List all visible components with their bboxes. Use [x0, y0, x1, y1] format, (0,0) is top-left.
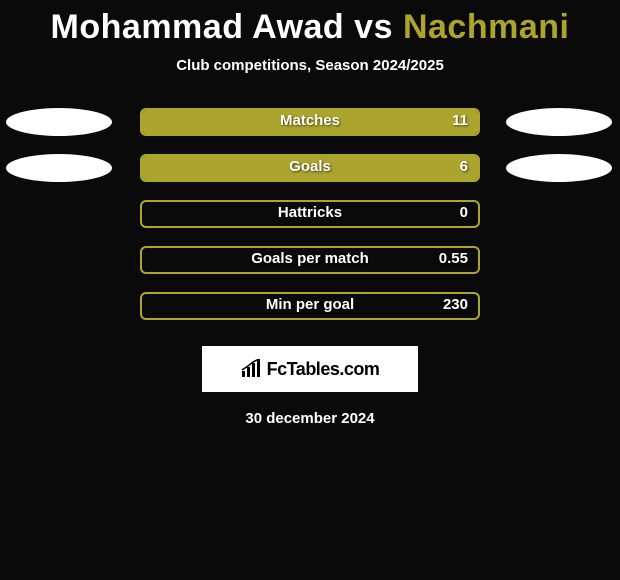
left-indicator-oval — [6, 108, 112, 136]
stat-bar: Matches11 — [140, 108, 480, 136]
stat-bar: Goals per match0.55 — [140, 246, 480, 274]
player2-name: Nachmani — [403, 8, 570, 46]
stat-row: Matches11 — [0, 102, 620, 148]
stat-value: 230 — [443, 296, 468, 313]
bar-chart-icon — [241, 359, 263, 379]
page-title: Mohammad Awad vs Nachmani — [0, 8, 620, 47]
player1-name: Mohammad Awad — [51, 8, 345, 46]
date-text: 30 december 2024 — [0, 410, 620, 427]
stat-bar: Min per goal230 — [140, 292, 480, 320]
subtitle: Club competitions, Season 2024/2025 — [0, 57, 620, 74]
stat-label: Goals — [142, 158, 478, 175]
fctables-logo[interactable]: FcTables.com — [202, 346, 418, 392]
comparison-infographic: Mohammad Awad vs Nachmani Club competiti… — [0, 0, 620, 427]
stat-label: Min per goal — [142, 296, 478, 313]
stat-value: 6 — [460, 158, 468, 175]
stat-label: Goals per match — [142, 250, 478, 267]
stat-bar: Goals6 — [140, 154, 480, 182]
stat-row: Min per goal230 — [0, 286, 620, 332]
stat-value: 0.55 — [439, 250, 468, 267]
right-indicator-oval — [506, 108, 612, 136]
vs-text: vs — [354, 8, 393, 46]
right-indicator-oval — [506, 154, 612, 182]
stat-label: Hattricks — [142, 204, 478, 221]
stat-rows: Matches11 Goals6 Hattricks0 Goals per match… — [0, 102, 620, 332]
stat-value: 11 — [452, 112, 468, 129]
logo-text: FcTables.com — [267, 359, 380, 380]
stat-row: Goals per match0.55 — [0, 240, 620, 286]
stat-label: Matches — [142, 112, 478, 129]
stat-row: Hattricks0 — [0, 194, 620, 240]
stat-row: Goals6 — [0, 148, 620, 194]
stat-value: 0 — [460, 204, 468, 221]
stat-bar: Hattricks0 — [140, 200, 480, 228]
left-indicator-oval — [6, 154, 112, 182]
